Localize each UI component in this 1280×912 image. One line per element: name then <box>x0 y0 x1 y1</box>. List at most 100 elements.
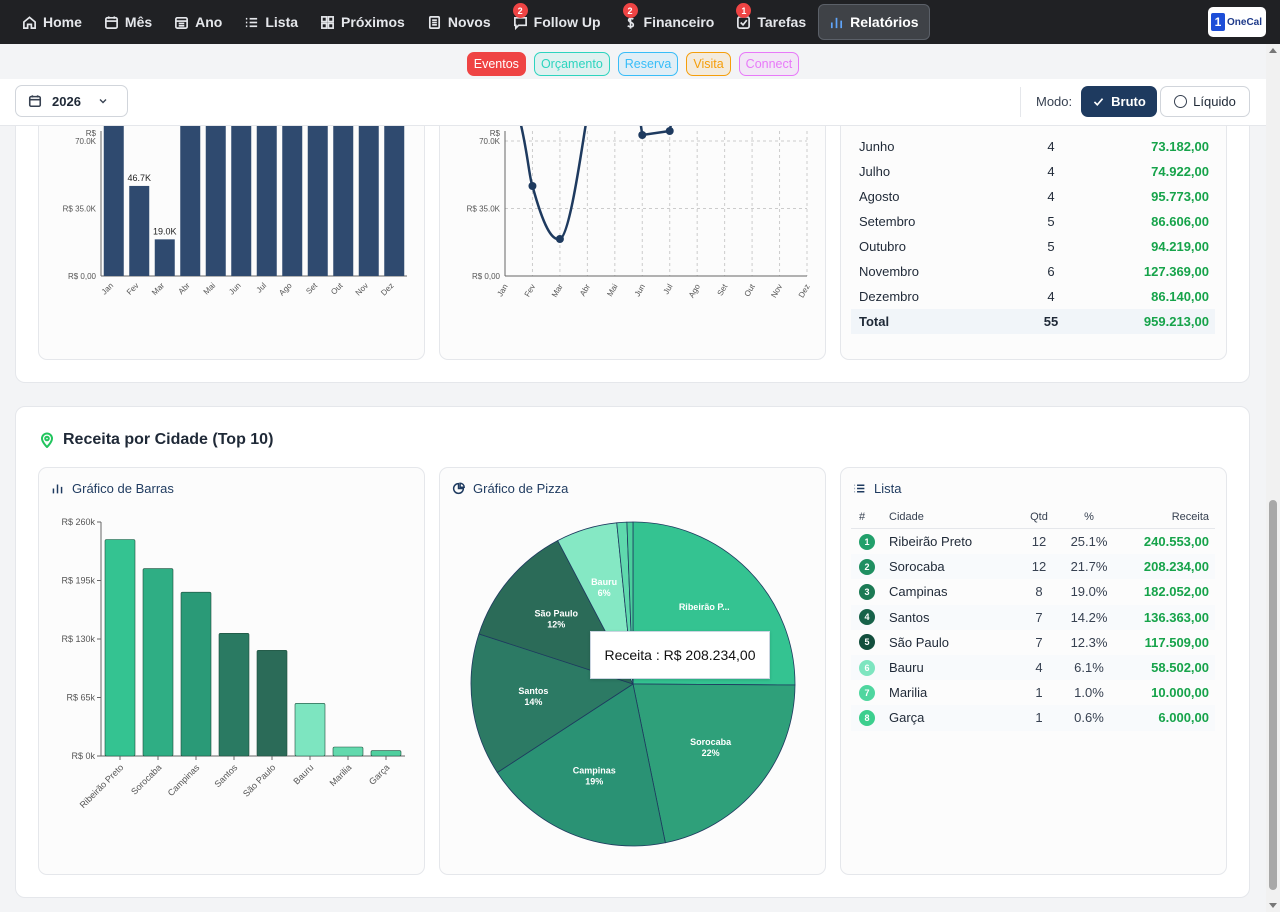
month-valor: 127.369,00 <box>1143 264 1209 279</box>
y-tick-label: R$ 0,00 <box>68 272 97 281</box>
scroll-down-arrow[interactable] <box>1269 903 1277 908</box>
nav-novos[interactable]: Novos <box>417 4 501 40</box>
x-tick-label: Dez <box>379 281 395 297</box>
x-tick-label: Jul <box>255 281 269 295</box>
pie-label-pct: 22% <box>702 748 720 758</box>
page-scrollbar[interactable] <box>1266 44 1280 912</box>
check-icon <box>1094 98 1104 106</box>
x-tick-label: Fev <box>125 281 141 297</box>
y-tick-label: R$ 195k <box>61 576 95 586</box>
x-tick-label: Ago <box>687 282 702 299</box>
month-row: Novembro 6 127.369,00 <box>851 259 1215 284</box>
list-icon <box>246 17 258 27</box>
card-title: Gráfico de Barras <box>51 481 174 496</box>
scroll-up-arrow[interactable] <box>1269 48 1277 53</box>
month-bar <box>103 126 124 276</box>
x-tick-label: Jun <box>633 283 647 299</box>
month-mes: Agosto <box>859 189 900 204</box>
nav-mês[interactable]: Mês <box>94 4 162 40</box>
city-pct: 0.6% <box>1074 710 1104 726</box>
rank-badge: 3 <box>859 583 875 600</box>
x-tick-label: Campinas <box>166 762 202 798</box>
y-tick-label: R$ 130k <box>61 634 95 644</box>
city-qtd: 8 <box>1035 584 1043 600</box>
card-title: Gráfico de Pizza <box>452 481 568 496</box>
calendar-icon <box>28 95 42 108</box>
month-qtd: 4 <box>1047 164 1055 179</box>
x-tick-label: Bauru <box>291 762 315 786</box>
month-row: Julho 4 74.922,00 <box>851 159 1215 184</box>
card-title-text: Gráfico de Pizza <box>473 481 569 496</box>
scrollbar-thumb[interactable] <box>1269 500 1277 890</box>
city-qtd: 1 <box>1035 710 1043 726</box>
calendar-icon <box>104 15 118 29</box>
filter-chip-visita[interactable]: Visita <box>686 52 731 76</box>
year-select[interactable]: 2026 <box>15 85 128 117</box>
pie-label-pct: 12% <box>547 619 565 629</box>
city-row: 8 Garça 1 0.6% 6.000,00 <box>851 705 1215 731</box>
x-tick-label: Set <box>304 281 319 296</box>
month-bar <box>180 126 201 276</box>
top-navigation: Home Mês Ano Lista Próximos Novos Follow Up 2 Fi… <box>0 0 1280 44</box>
header-receita: Receita <box>1171 510 1209 523</box>
nav-tarefas[interactable]: Tarefas 1 <box>726 3 816 40</box>
x-tick-label: Fev <box>523 283 537 299</box>
nav-follow-up[interactable]: Follow Up 2 <box>503 3 611 40</box>
y-tick-label: R$ 0,00 <box>472 272 501 281</box>
nav-home[interactable]: Home <box>12 4 92 40</box>
city-pct: 12.3% <box>1070 634 1108 650</box>
onecal-logo[interactable]: 1 OneCal <box>1208 7 1266 37</box>
x-tick-label: Santos <box>213 762 240 789</box>
filter-chip-reserva[interactable]: Reserva <box>617 52 679 76</box>
month-bar <box>129 185 150 276</box>
nav-lista[interactable]: Lista <box>234 4 308 40</box>
home-icon <box>23 15 36 29</box>
pie-label-name: Bauru <box>591 577 617 587</box>
nav-próximos[interactable]: Próximos <box>310 4 415 40</box>
pie-slice <box>470 633 634 774</box>
month-row: Agosto 4 95.773,00 <box>851 184 1215 209</box>
month-mes: Dezembro <box>859 289 919 304</box>
rank-badge: 5 <box>859 634 875 651</box>
y-tick-label: R$ <box>490 129 501 138</box>
bar-chart-icon <box>52 484 63 494</box>
city-pct: 25.1% <box>1070 534 1108 550</box>
city-row: 3 Campinas 8 19.0% 182.052,00 <box>851 579 1215 604</box>
notification-badge: 2 <box>512 3 528 18</box>
header-pct: % <box>1084 510 1094 523</box>
nav-relatórios[interactable]: Relatórios <box>818 4 930 40</box>
table-header: # Cidade Qtd % Receita <box>851 505 1215 529</box>
nav-financeiro[interactable]: Financeiro 2 <box>613 3 725 40</box>
city-cidade: Bauru <box>889 660 924 676</box>
line-point <box>638 131 647 139</box>
x-tick-label: Jul <box>662 282 675 296</box>
pie-label-pct: 6% <box>598 588 611 598</box>
nav-ano[interactable]: Ano <box>164 4 232 40</box>
rank-badge: 4 <box>859 609 875 626</box>
x-tick-label: Marilia <box>328 762 354 788</box>
pie-slice <box>496 683 666 847</box>
rank-badge: 1 <box>859 533 875 550</box>
event-type-filters: Eventos Orçamento Reserva Visita Connect <box>0 52 1266 76</box>
city-bar-chart: R$ 0k R$ 65k R$ 130k R$ 195k R$ 260k Ribeirão… <box>61 517 405 810</box>
city-cidade: São Paulo <box>889 634 949 650</box>
city-cidade: Ribeirão Preto <box>889 534 973 550</box>
month-bar <box>231 126 252 276</box>
x-tick-label: São Paulo <box>241 762 277 798</box>
month-bar <box>333 126 354 276</box>
nav-label: Home <box>43 14 82 30</box>
city-bar <box>294 703 326 757</box>
y-tick-label: 70.0K <box>75 137 97 146</box>
filter-chip-connect[interactable]: Connect <box>738 52 800 76</box>
monthly-table: Junho 4 73.182,00 Julho 4 74.922,00 Agosto 4 95.… <box>851 134 1215 334</box>
city-list-card: Lista # Cidade Qtd % Receita 1 Ribeirão P… <box>840 467 1227 875</box>
city-receita: 117.509,00 <box>1144 634 1209 650</box>
logo-mark: 1 <box>1211 13 1225 31</box>
city-row: 2 Sorocaba 12 21.7% 208.234,00 <box>851 554 1215 580</box>
mode-bruto-button[interactable]: Bruto <box>1081 86 1157 117</box>
section-title-text: Receita por Cidade (Top 10) <box>63 431 274 448</box>
filter-chip-orçamento[interactable]: Orçamento <box>533 52 610 76</box>
rank-badge: 7 <box>859 684 875 701</box>
filter-chip-eventos[interactable]: Eventos <box>466 52 526 76</box>
mode-liquido-button[interactable]: Líquido <box>1160 86 1250 117</box>
